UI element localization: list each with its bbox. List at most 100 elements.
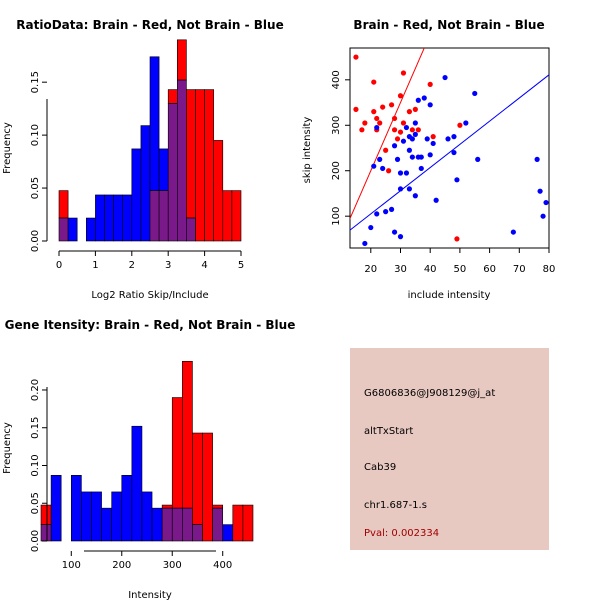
scatter-point-not-brain-38 <box>451 134 457 140</box>
info-event-type: altTxStart <box>364 426 413 437</box>
scatter-points <box>353 54 549 247</box>
h1-bar-overlap-13 <box>177 79 187 242</box>
scatter-point-not-brain-48 <box>543 199 549 206</box>
h2-bar-overlap-12 <box>161 507 173 542</box>
h1-bar-not-brain-10 <box>149 56 160 191</box>
h2-bar-not-brain-4 <box>81 491 92 542</box>
scatter-point-not-brain-19 <box>406 147 413 153</box>
scatter-point-not-brain-21 <box>409 136 415 142</box>
scatter-y-tick-label-2: 300 <box>331 116 342 135</box>
h2-x-tick-label-2: 300 <box>163 560 182 571</box>
scatter-point-brain-18 <box>400 70 407 76</box>
scatter-point-not-brain-2 <box>371 163 377 169</box>
h2-bar-brain-15 <box>192 432 203 525</box>
scatter-point-not-brain-14 <box>397 186 404 192</box>
scatter-point-not-brain-0 <box>362 240 368 247</box>
h2-bar-not-brain-3 <box>70 475 82 542</box>
scatter-point-not-brain-24 <box>412 120 418 126</box>
scatter-point-brain-5 <box>371 109 377 115</box>
scatter-point-not-brain-18 <box>406 186 413 192</box>
h1-y-tick-label-2: 0.10 <box>30 124 41 146</box>
h1-y-tick-label-1: 0.05 <box>30 177 41 199</box>
h1-bar-not-brain-6 <box>113 194 123 242</box>
scatter-x-tick-label-1: 30 <box>394 264 407 275</box>
ratio-histogram: RatioData: Brain - Red, Not Brain - Blue… <box>2 18 284 301</box>
scatter-point-brain-26 <box>454 236 460 242</box>
scatter-point-brain-3 <box>362 120 368 126</box>
h2-bar-not-brain-7 <box>111 491 123 542</box>
scatter-x-label: include intensity <box>408 290 491 301</box>
gene-intensity-y-label: Frequency <box>2 422 13 474</box>
h1-x-tick-label-3: 3 <box>165 260 171 271</box>
scatter-point-not-brain-43 <box>475 156 481 162</box>
ratio-histogram-y-label: Frequency <box>2 122 13 174</box>
scatter-point-not-brain-40 <box>454 177 460 183</box>
scatter-point-not-brain-44 <box>510 229 516 235</box>
ratio-histogram-bars <box>58 39 242 242</box>
h2-bar-not-brain-5 <box>91 491 102 542</box>
h1-bar-brain-15 <box>195 89 205 242</box>
scatter-point-not-brain-5 <box>377 156 383 162</box>
scatter-point-brain-13 <box>391 115 398 122</box>
h2-bar-brain-17 <box>212 504 224 509</box>
scatter-point-not-brain-8 <box>388 206 395 212</box>
h1-bar-not-brain-1 <box>67 217 78 242</box>
scatter-point-not-brain-23 <box>412 193 418 199</box>
scatter-point-not-brain-16 <box>403 170 410 176</box>
h2-bar-not-brain-9 <box>131 425 143 542</box>
h1-x-tick-label-4: 4 <box>201 260 207 271</box>
h2-x-tick-label-0: 100 <box>62 560 81 571</box>
scatter-point-brain-2 <box>359 127 365 133</box>
scatter-point-brain-21 <box>409 127 415 133</box>
h1-bar-not-brain-9 <box>140 125 151 242</box>
scatter-point-brain-19 <box>400 120 407 126</box>
scatter-point-not-brain-1 <box>368 224 374 231</box>
scatter-point-brain-16 <box>397 93 404 99</box>
scatter-point-not-brain-32 <box>427 102 433 108</box>
ratio-histogram-x-ticks: 0 1 2 3 4 5 <box>56 251 244 271</box>
scatter-point-not-brain-10 <box>391 143 398 149</box>
scatter-point-not-brain-6 <box>380 165 386 172</box>
scatter-point-not-brain-36 <box>442 74 448 81</box>
h1-x-tick-label-0: 0 <box>56 260 62 271</box>
h2-bar-brain-19 <box>232 504 244 542</box>
scatter-point-not-brain-47 <box>540 213 546 219</box>
scatter-point-not-brain-35 <box>433 197 439 203</box>
scatter-point-brain-12 <box>388 102 395 108</box>
scatter-point-not-brain-29 <box>418 165 424 172</box>
h1-y-tick-label-0: 0.00 <box>30 230 41 252</box>
scatter-point-brain-27 <box>457 122 463 128</box>
scatter-point-brain-1 <box>353 106 359 112</box>
scatter-point-brain-10 <box>383 147 389 153</box>
scatter-point-not-brain-9 <box>391 229 398 235</box>
scatter-point-brain-24 <box>427 81 433 87</box>
scatter-point-not-brain-31 <box>424 136 430 142</box>
scatter-point-not-brain-39 <box>451 149 457 156</box>
h1-bar-overlap-10 <box>149 190 160 242</box>
scatter-point-not-brain-12 <box>397 234 404 240</box>
h2-bar-not-brain-11 <box>151 507 163 542</box>
scatter-x-tick-label-6: 80 <box>543 264 556 275</box>
ratio-histogram-x-label: Log2 Ratio Skip/Include <box>91 290 208 301</box>
h2-y-tick-label-4: 0.20 <box>30 379 41 401</box>
scatter-point-not-brain-41 <box>463 120 469 126</box>
intensity-scatter: Brain - Red, Not Brain - Blue 20 30 40 50 60… <box>302 18 555 301</box>
h1-bar-brain-0 <box>58 190 69 219</box>
scatter-point-brain-9 <box>380 104 386 110</box>
scatter-y-tick-label-1: 200 <box>331 161 342 180</box>
scatter-point-brain-0 <box>353 54 359 60</box>
h1-x-tick-label-2: 2 <box>129 260 135 271</box>
h1-y-tick-label-3: 0.15 <box>30 71 41 93</box>
h2-bar-brain-16 <box>202 432 213 542</box>
scatter-point-not-brain-15 <box>400 138 407 144</box>
event-info-panel: G6806836@J908129@j_at altTxStart Cab39 c… <box>350 348 549 550</box>
scatter-x-ticks: 20 30 40 50 60 70 80 <box>364 248 555 275</box>
h2-bar-brain-13 <box>171 397 183 509</box>
gene-intensity-histogram-title: Gene Itensity: Brain - Red, Not Brain - … <box>5 318 296 332</box>
h2-y-tick-label-3: 0.15 <box>30 417 41 439</box>
scatter-point-not-brain-37 <box>445 136 451 142</box>
scatter-y-ticks: 100 200 300 400 <box>331 70 350 226</box>
scatter-point-not-brain-26 <box>415 97 421 103</box>
h1-bar-brain-14 <box>186 89 196 219</box>
h2-bar-brain-20 <box>242 504 254 542</box>
